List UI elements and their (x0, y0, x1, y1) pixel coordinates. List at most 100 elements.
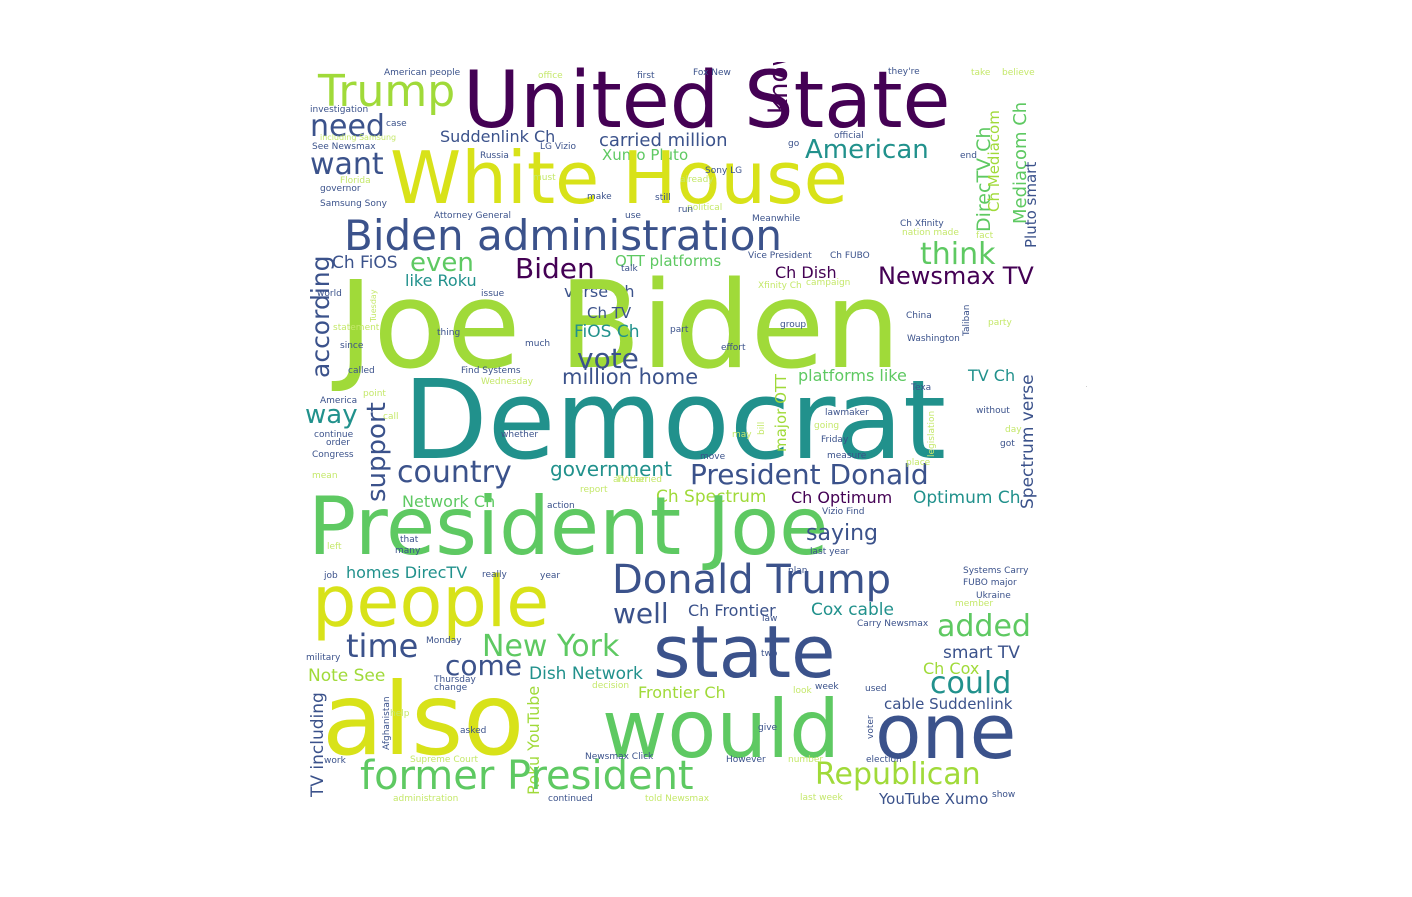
cloud-word: Afghanistan (382, 696, 392, 750)
cloud-word: Ch Spectrum (656, 487, 767, 507)
cloud-word: Ch Xfinity (900, 219, 944, 229)
cloud-word: day (1005, 425, 1022, 435)
cloud-word: Vizio Find (822, 507, 865, 517)
cloud-word: Samsung Sony (320, 199, 387, 209)
cloud-word: order (326, 438, 350, 448)
cloud-word: Newsmax Click (585, 752, 654, 762)
cloud-word: former President (360, 753, 694, 799)
cloud-word: report (580, 485, 608, 495)
cloud-word: Ch Mediacom (985, 110, 1003, 212)
cloud-word: Note See (308, 666, 386, 686)
cloud-word: million home (562, 365, 699, 389)
cloud-word: Washington (907, 334, 960, 344)
cloud-word: according (306, 255, 335, 378)
cloud-word: must (533, 173, 556, 183)
cloud-word: believe (1002, 68, 1035, 78)
cloud-word: Democrat (403, 356, 947, 484)
cloud-word: Find Systems (461, 366, 521, 376)
cloud-word: Thursday (434, 675, 476, 685)
cloud-word: number (788, 755, 824, 765)
cloud-word: help (390, 709, 410, 719)
cloud-word: could (930, 666, 1012, 701)
cloud-word: without (976, 406, 1010, 416)
cloud-word: case (386, 119, 407, 129)
cloud-word: want (310, 147, 384, 182)
cloud-word: Texa (911, 383, 932, 393)
cloud-word: world (317, 289, 342, 299)
cloud-word: party (988, 318, 1012, 328)
cloud-word: American (805, 135, 929, 165)
cloud-word: since (340, 341, 364, 351)
cloud-word: Ch Frontier (688, 601, 776, 620)
cloud-word: Tuesday (369, 289, 378, 322)
cloud-word: official (834, 131, 864, 141)
cloud-word: Pluto smart (1022, 161, 1040, 248)
cloud-word: Biden (515, 252, 595, 285)
cloud-word: last week (800, 793, 843, 803)
cloud-word: think (920, 237, 996, 272)
cloud-word: Biden administration (344, 211, 783, 260)
cloud-word: end (960, 151, 977, 161)
cloud-word: effort (721, 343, 746, 353)
cloud-word: come (445, 649, 523, 682)
cloud-word: American people (384, 68, 461, 78)
cloud-word: Vice President (748, 251, 812, 261)
cloud-word: campaign (806, 278, 851, 288)
cloud-word: Attorney General (434, 211, 512, 221)
cloud-word: thing (437, 328, 461, 338)
cloud-word: work (324, 756, 346, 766)
cloud-word: Congress (312, 450, 354, 460)
cloud-word: move (700, 452, 726, 462)
cloud-word: China (906, 311, 932, 321)
cloud-word: Ch Cox (923, 659, 980, 678)
cloud-word: governor (320, 184, 361, 194)
cloud-word: place (906, 458, 931, 468)
cloud-word: called (348, 366, 375, 376)
cloud-word: asked (460, 726, 487, 736)
cloud-word: YouTube Xumo (879, 790, 989, 808)
cloud-word: make (587, 192, 612, 202)
cloud-word: Ch FUBO (830, 251, 870, 261)
cloud-word: told Newsmax (645, 794, 710, 804)
cloud-word: got (1000, 439, 1015, 449)
cloud-word: that (400, 535, 419, 545)
cloud-word: two (761, 649, 778, 659)
cloud-word: action (547, 501, 575, 511)
cloud-word: issue (481, 289, 505, 299)
cloud-word: Xumo Pluto (602, 146, 689, 164)
cloud-word: Optimum Ch (913, 488, 1021, 508)
cloud-word: Ch Optimum (791, 488, 893, 507)
cloud-word: America (320, 396, 358, 406)
cloud-word: time (346, 627, 419, 665)
cloud-word: lawmaker (825, 408, 869, 418)
cloud-word: nation made (902, 228, 959, 238)
cloud-word: law (762, 614, 778, 624)
cloud-word: office (538, 71, 563, 81)
cloud-word: Russia (480, 151, 509, 161)
cloud-word: year (540, 571, 561, 581)
stray-dot (1086, 386, 1087, 387)
cloud-word: Joe Biden (338, 257, 901, 396)
cloud-word: platforms like (798, 366, 907, 385)
cloud-word: Network Ch (402, 492, 496, 511)
cloud-word: Ukraine (976, 591, 1011, 601)
cloud-word: talk (621, 264, 638, 274)
cloud-word: Meanwhile (752, 214, 801, 224)
cloud-word: However (726, 755, 766, 765)
cloud-word: added (937, 609, 1031, 644)
cloud-word: Cox cable (811, 600, 894, 620)
cloud-word: LG Vizio (540, 142, 577, 152)
cloud-word: may (732, 430, 752, 440)
cloud-word: group (780, 320, 807, 330)
cloud-word: well (613, 597, 669, 630)
cloud-word: vote (577, 342, 639, 375)
cloud-word: Ch FiOS (332, 253, 398, 273)
cloud-word: FUBO major (963, 578, 1017, 588)
cloud-word: including Samsung (320, 133, 397, 142)
cloud-word: TV Ch (968, 366, 1016, 385)
cloud-word: left (327, 542, 342, 552)
cloud-word: Wednesday (481, 377, 534, 387)
cloud-word: going (814, 421, 840, 431)
cloud-word: Spectrum verse (1018, 374, 1038, 509)
cloud-word: Fox New (693, 68, 731, 78)
